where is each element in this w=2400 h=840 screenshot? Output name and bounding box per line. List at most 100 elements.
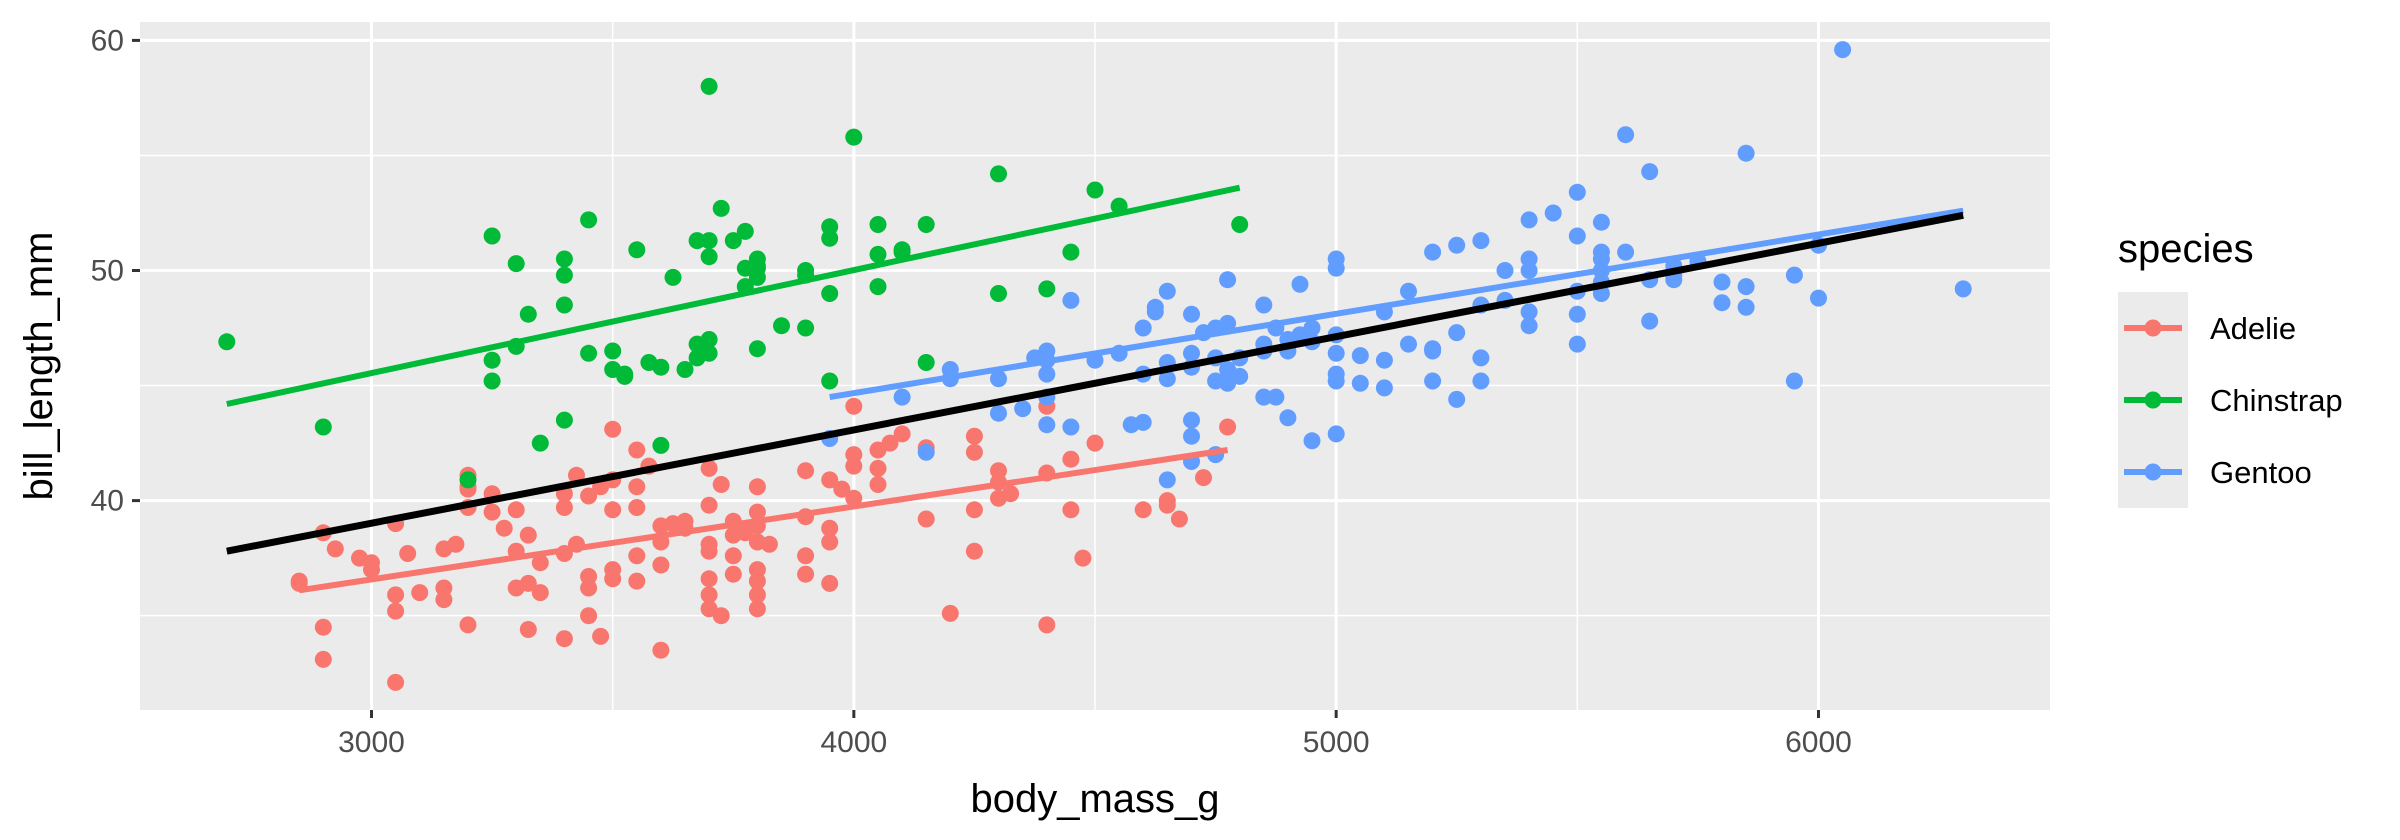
data-point [821,519,839,537]
data-point [797,462,815,480]
data-point [604,570,622,588]
data-point [1520,262,1538,279]
data-point [893,425,911,443]
data-point [700,248,718,266]
data-point [1158,471,1176,489]
data-point [531,554,549,572]
data-point [1219,271,1237,289]
data-point [965,443,983,461]
data-point [652,641,670,659]
data-point [580,344,598,362]
data-point [1568,335,1586,353]
data-point [314,418,332,436]
data-point [700,542,718,560]
data-point [1062,243,1080,261]
trend-line-chinstrap [226,184,1241,407]
x-tick-label: 5000 [1303,726,1370,759]
data-point [917,216,935,233]
y-axis: 40 50 60 [91,24,140,518]
data-point [724,565,742,583]
data-point [555,499,573,516]
data-point [1158,282,1176,300]
data-point [326,540,344,558]
data-point [555,411,573,429]
data-point [1219,314,1237,332]
data-point [821,285,839,302]
data-point [748,503,766,521]
data-point [990,285,1007,302]
data-point [700,331,718,348]
data-point [893,241,911,259]
data-point [519,621,537,638]
legend-key-point [2144,391,2162,409]
data-point [1785,372,1803,390]
series-adelie [290,397,1237,691]
data-point [411,584,429,602]
data-point [604,501,622,519]
data-point [664,268,682,286]
data-point [580,579,598,597]
data-point [628,241,646,259]
data-point [990,370,1007,388]
data-point [1737,298,1755,316]
trend-line-adelie [298,447,1229,594]
data-point [760,535,778,553]
data-point [941,604,959,622]
data-point [712,476,730,493]
data-point [314,650,332,668]
data-point [1195,469,1212,487]
data-point [1520,303,1538,321]
data-point [435,591,453,609]
data-point [1267,388,1285,406]
data-point [1086,434,1104,452]
data-point [1183,305,1200,323]
data-point [1038,616,1056,634]
data-point [1834,41,1852,59]
data-point [1448,236,1466,254]
data-point [387,602,405,620]
y-axis-title: bill_length_mm [17,231,61,500]
data-point [1134,501,1152,519]
data-point [1520,211,1538,229]
data-point [869,476,887,493]
data-point [519,574,537,592]
data-point [1183,427,1200,445]
data-point [1327,344,1345,362]
data-point [1038,416,1056,434]
data-point [519,526,537,544]
x-tick-label: 4000 [820,726,887,759]
data-point [1170,510,1188,528]
data-point [773,317,790,335]
data-point [700,570,718,588]
data-point [869,459,887,477]
data-point [628,499,646,516]
data-point [1568,183,1586,201]
data-point [1544,204,1562,222]
data-point [555,296,573,314]
data-point [1279,409,1297,427]
data-point [447,535,465,553]
data-point [700,77,718,95]
data-point [483,372,501,390]
data-point [917,510,935,528]
data-point [531,434,549,452]
data-point [1400,282,1417,300]
data-point [495,519,513,537]
legend: species Adelie Chinstrap Gentoo [2118,227,2343,508]
data-point [1062,501,1080,519]
data-point [1255,388,1273,406]
data-point [1327,372,1345,390]
data-point [1134,319,1152,337]
data-point [1375,351,1393,369]
data-point [459,616,477,634]
data-point [519,305,537,323]
x-tick-label: 6000 [1785,726,1852,759]
x-tick-label: 3000 [338,726,405,759]
data-point [628,441,646,459]
legend-key-point [2144,463,2162,481]
legend-label: Gentoo [2210,455,2312,490]
data-point [748,572,766,590]
data-point [652,436,670,454]
data-point [869,216,887,233]
data-point [399,545,417,562]
